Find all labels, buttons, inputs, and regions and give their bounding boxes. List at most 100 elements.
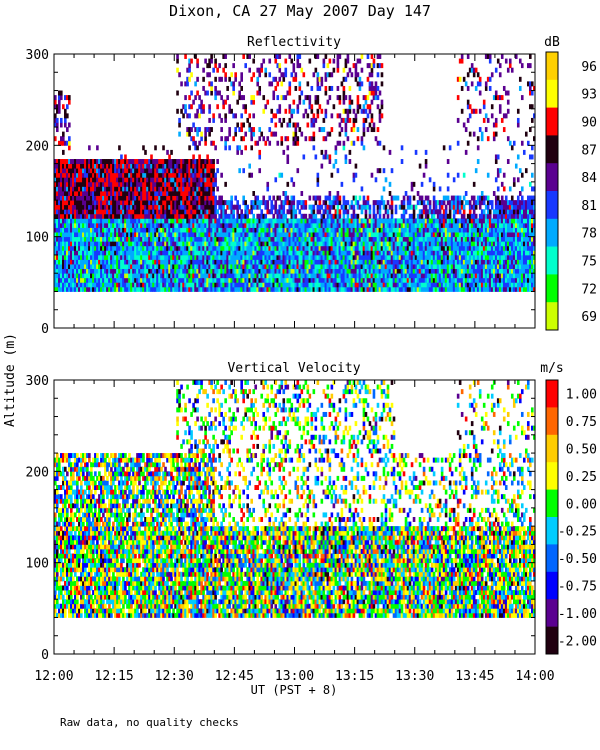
reflectivity-cell xyxy=(110,163,113,169)
reflectivity-cell xyxy=(210,159,213,164)
reflectivity-cell xyxy=(258,232,262,238)
reflectivity-cell xyxy=(242,254,245,260)
reflectivity-cell xyxy=(182,163,185,169)
reflectivity-cell xyxy=(178,236,181,242)
reflectivity-cell xyxy=(292,264,296,270)
reflectivity-cell xyxy=(58,99,61,105)
reflectivity-cell xyxy=(380,273,384,279)
reflectivity-cell xyxy=(142,168,145,174)
reflectivity-cell xyxy=(168,264,171,270)
reflectivity-cell xyxy=(188,67,191,73)
reflectivity-cell xyxy=(120,154,123,160)
reflectivity-cell xyxy=(296,136,300,142)
reflectivity-cell xyxy=(390,213,394,219)
reflectivity-cell xyxy=(220,218,223,224)
reflectivity-cell xyxy=(96,245,99,251)
reflectivity-cell xyxy=(164,286,167,292)
reflectivity-cell xyxy=(338,273,342,279)
reflectivity-cell xyxy=(318,245,322,251)
reflectivity-cell xyxy=(78,277,81,283)
reflectivity-cell xyxy=(258,85,262,91)
reflectivity-cell xyxy=(202,286,205,292)
reflectivity-cell xyxy=(378,241,382,247)
reflectivity-cell xyxy=(170,186,173,192)
reflectivity-cell xyxy=(132,264,135,270)
reflectivity-cell xyxy=(68,213,71,219)
reflectivity-cell xyxy=(188,127,191,133)
reflectivity-cell xyxy=(336,282,340,288)
reflectivity-cell xyxy=(368,264,372,270)
reflectivity-cell xyxy=(356,218,360,224)
reflectivity-cell xyxy=(374,213,378,219)
reflectivity-cell xyxy=(178,186,181,192)
reflectivity-cell xyxy=(386,273,390,279)
reflectivity-cell xyxy=(274,264,278,270)
reflectivity-cell xyxy=(166,282,169,288)
reflectivity-cell xyxy=(400,268,404,274)
reflectivity-cell xyxy=(210,264,213,270)
reflectivity-cell xyxy=(70,282,73,288)
reflectivity-cell xyxy=(56,268,59,274)
reflectivity-cell xyxy=(60,254,63,260)
reflectivity-cell xyxy=(236,204,239,210)
reflectivity-cell xyxy=(326,259,330,265)
reflectivity-cell xyxy=(390,245,394,251)
reflectivity-cell xyxy=(198,241,201,247)
reflectivity-cell xyxy=(380,277,384,283)
reflectivity-cell xyxy=(132,282,135,288)
reflectivity-cell xyxy=(364,268,368,274)
reflectivity-cell xyxy=(302,227,306,233)
reflectivity-cell xyxy=(332,250,336,256)
reflectivity-cell xyxy=(274,227,278,233)
reflectivity-cell xyxy=(190,58,193,64)
reflectivity-cell xyxy=(200,181,203,187)
reflectivity-cell xyxy=(88,195,91,201)
reflectivity-cell xyxy=(222,245,225,251)
reflectivity-cell xyxy=(356,127,360,133)
reflectivity-cell xyxy=(376,204,380,210)
reflectivity-cell xyxy=(196,209,199,215)
reflectivity-cell xyxy=(218,241,221,247)
reflectivity-cell xyxy=(142,268,145,274)
reflectivity-cell xyxy=(80,282,83,288)
reflectivity-cell xyxy=(200,250,203,256)
reflectivity-cell xyxy=(92,181,95,187)
reflectivity-cell xyxy=(304,277,308,283)
reflectivity-cell xyxy=(168,154,171,160)
reflectivity-cell xyxy=(74,273,77,279)
reflectivity-cell xyxy=(292,136,296,142)
reflectivity-cell xyxy=(118,250,121,256)
reflectivity-cell xyxy=(64,286,67,292)
reflectivity-cell xyxy=(312,259,316,265)
reflectivity-cell xyxy=(196,264,199,270)
reflectivity-cell xyxy=(256,286,260,292)
reflectivity-cell xyxy=(152,268,155,274)
reflectivity-cell xyxy=(90,204,93,210)
reflectivity-cell xyxy=(176,54,179,59)
reflectivity-cell xyxy=(404,273,408,279)
reflectivity-cell xyxy=(384,209,388,215)
reflectivity-cell xyxy=(84,186,87,192)
reflectivity-cell xyxy=(124,232,127,238)
reflectivity-cell xyxy=(158,181,161,187)
reflectivity-cell xyxy=(280,81,284,87)
reflectivity-cell xyxy=(140,241,143,247)
reflectivity-cell xyxy=(196,277,199,283)
reflectivity-cell xyxy=(116,277,119,283)
reflectivity-cell xyxy=(316,245,320,251)
reflectivity-cell xyxy=(274,245,278,251)
reflectivity-cell xyxy=(60,168,63,174)
reflectivity-cell xyxy=(292,131,296,137)
reflectivity-cell xyxy=(196,236,199,242)
reflectivity-cell xyxy=(234,227,237,233)
reflectivity-cell xyxy=(234,76,237,82)
reflectivity-cell xyxy=(234,273,237,279)
reflectivity-cell xyxy=(384,227,388,233)
reflectivity-cell xyxy=(92,168,95,174)
reflectivity-cell xyxy=(136,286,139,292)
reflectivity-cell xyxy=(162,172,165,178)
reflectivity-cell xyxy=(226,218,229,224)
reflectivity-cell xyxy=(222,67,225,73)
reflectivity-cell xyxy=(220,259,223,265)
reflectivity-cell xyxy=(266,282,270,288)
